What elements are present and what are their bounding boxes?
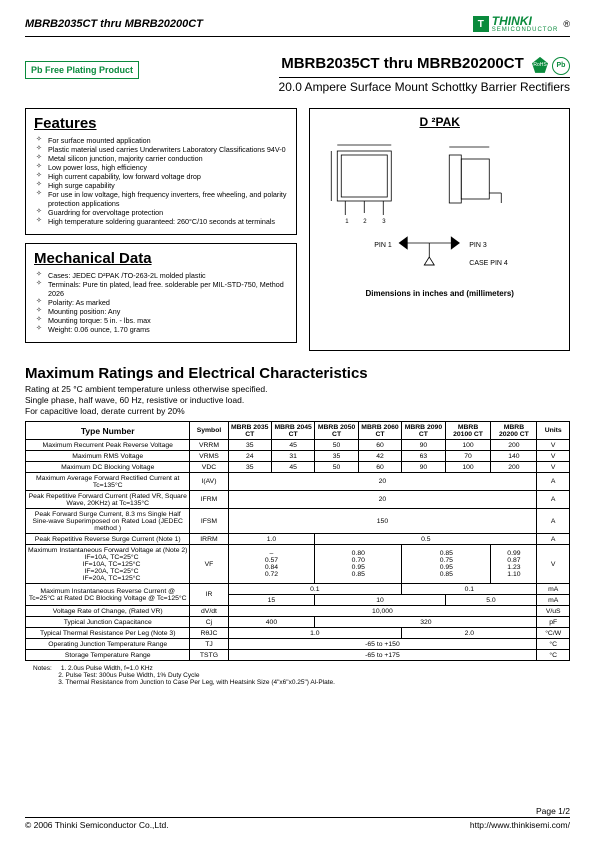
header-range: MBRB2035CT thru MBRB20200CT [25,18,203,30]
mech-box: Mechanical Data Cases: JEDEC D²PAK /TO-2… [25,243,297,343]
type-label: Type Number [26,422,190,440]
svg-text:PIN 1: PIN 1 [375,242,393,249]
list-item: Mounting torque: 5 in. - lbs. max [48,316,288,325]
list-item: Guardring for overvoltage protection [48,208,288,217]
table-row: Typical Thermal Resistance Per Leg (Note… [26,628,570,639]
list-item: Mounting position: Any [48,307,288,316]
list-item: Low power loss, high efficiency [48,163,288,172]
table-row: Peak Repetitive Reverse Surge Current (N… [26,534,570,545]
table-row: Maximum Instantaneous Forward Voltage at… [26,545,570,584]
mech-heading: Mechanical Data [34,250,288,267]
table-row: Maximum DC Blocking VoltageVDC3545506090… [26,462,570,473]
header-bar: MBRB2035CT thru MBRB20200CT T THINKI SEM… [25,15,570,37]
package-heading: D ²PAK [316,115,563,129]
features-box: Features For surface mounted application… [25,108,297,235]
list-item: High surge capability [48,181,288,190]
list-item: Cases: JEDEC D²PAK /TO-263-2L molded pla… [48,271,288,280]
table-row: Peak Repetitive Forward Current (Rated V… [26,491,570,509]
brand-sub: SEMICONDUCTOR [492,27,559,33]
reg-mark: ® [563,19,570,29]
brand-name: THINKI [492,15,559,27]
brand-logo: T THINKI SEMICONDUCTOR ® [473,15,570,33]
symbol-label: Symbol [190,422,228,440]
svg-text:PIN 3: PIN 3 [470,242,488,249]
list-item: Metal silicon junction, majority carrier… [48,154,288,163]
list-item: Terminals: Pure tin plated, lead free. s… [48,280,288,298]
features-list: For surface mounted application Plastic … [34,136,288,226]
list-item: High current capability, low forward vol… [48,172,288,181]
svg-text:CASE PIN 4: CASE PIN 4 [470,260,509,267]
table-row: Typical Junction CapacitanceCj400320pF [26,617,570,628]
list-item: For use in low voltage, high frequency i… [48,190,288,208]
table-row: Maximum Instantaneous Reverse Current @ … [26,584,570,595]
rohs-icon: RoHS [532,57,548,73]
package-box: D ²PAK 1 2 3 [309,108,570,351]
list-item: Plastic material used carries Underwrite… [48,145,288,154]
list-item: High temperature soldering guaranteed: 2… [48,217,288,226]
ratings-table: Type Number Symbol MBRB 2035 CT MBRB 204… [25,421,570,661]
list-item: Polarity: As marked [48,298,288,307]
table-row: Operating Junction Temperature RangeTJ-6… [26,639,570,650]
ratings-heading: Maximum Ratings and Electrical Character… [25,365,570,382]
svg-text:3: 3 [383,219,387,225]
units-label: Units [537,422,570,440]
footer: Page 1/2 © 2006 Thinki Semiconductor Co.… [25,806,570,830]
sub-title: 20.0 Ampere Surface Mount Schottky Barri… [279,77,570,94]
url: http://www.thinkisemi.com/ [470,820,570,830]
features-heading: Features [34,115,288,132]
table-row: Maximum Recurrent Peak Reverse VoltageVR… [26,440,570,451]
table-row: Maximum RMS VoltageVRMS243135426370140V [26,451,570,462]
table-row: Storage Temperature RangeTSTG-65 to +175… [26,650,570,661]
package-caption: Dimensions in inches and (millimeters) [316,289,563,298]
list-item: Weight: 0.06 ounce, 1.70 grams [48,325,288,334]
page-num: Page 1/2 [25,806,570,816]
copyright: © 2006 Thinki Semiconductor Co.,Ltd. [25,820,169,830]
mech-list: Cases: JEDEC D²PAK /TO-263-2L molded pla… [34,271,288,334]
pb-icon: Pb [552,57,570,75]
package-diagram: 1 2 3 [316,133,563,283]
table-row: Voltage Rate of Change, (Rated VR)dV/dt1… [26,606,570,617]
ratings-intro: Rating at 25 °C ambient temperature unle… [25,384,570,417]
svg-text:2: 2 [364,219,368,225]
main-title: MBRB2035CT thru MBRB20200CT [281,55,524,72]
list-item: For surface mounted application [48,136,288,145]
pb-free-badge: Pb Free Plating Product [25,61,139,79]
svg-text:1: 1 [346,219,350,225]
table-row: Maximum Average Forward Rectified Curren… [26,473,570,491]
table-row: Peak Forward Surge Current, 8.3 ms Singl… [26,509,570,534]
notes-block: Notes: 1. 2.0us Pulse Width, f=1.0 KHz 2… [33,665,570,686]
logo-icon: T [473,16,489,32]
title-row: Pb Free Plating Product MBRB2035CT thru … [25,55,570,94]
